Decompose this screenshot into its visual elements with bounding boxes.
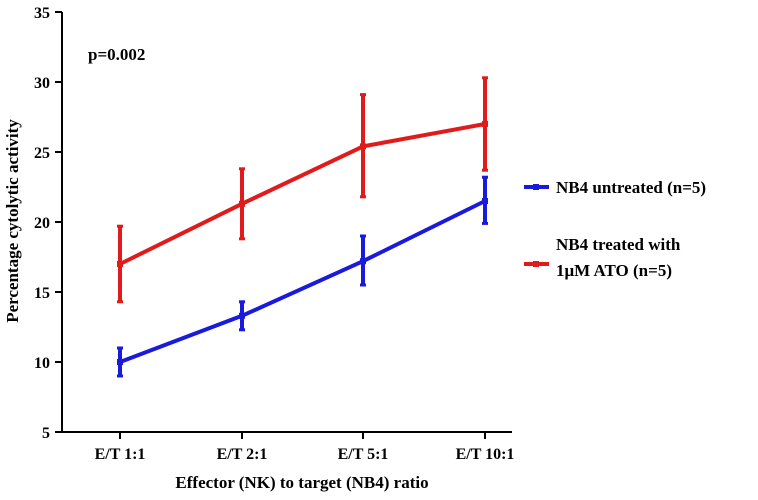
y-tick-label: 30 <box>34 75 50 92</box>
x-tick-label: E/T 1:1 <box>95 446 146 463</box>
y-tick-label: 25 <box>34 145 50 162</box>
y-ticks: 5 10 15 20 25 30 35 <box>34 5 62 442</box>
legend: NB4 untreated (n=5) NB4 treated with 1μM A… <box>524 178 706 280</box>
y-tick-label: 20 <box>34 215 50 232</box>
legend-label: NB4 untreated (n=5) <box>556 178 706 197</box>
legend-item-2: NB4 treated with 1μM ATO (n=5) <box>524 235 681 280</box>
data-point <box>360 258 366 265</box>
data-point <box>482 198 488 204</box>
legend-marker <box>533 261 539 267</box>
legend-item-1: NB4 untreated (n=5) <box>524 178 706 197</box>
data-point <box>239 200 245 207</box>
data-point <box>117 359 123 365</box>
x-ticks: E/T 1:1 E/T 2:1 E/T 5:1 E/T 10:1 <box>95 432 515 463</box>
data-point <box>482 121 488 127</box>
series <box>117 76 488 378</box>
legend-marker <box>533 184 539 190</box>
data-point <box>239 312 245 319</box>
x-axis-title: Effector (NK) to target (NB4) ratio <box>175 473 428 492</box>
y-tick-label: 5 <box>42 425 50 442</box>
data-point <box>360 143 366 150</box>
x-tick-label: E/T 2:1 <box>217 446 268 463</box>
series-1 <box>117 175 488 378</box>
data-point <box>117 261 123 267</box>
legend-label: 1μM ATO (n=5) <box>556 261 672 280</box>
y-axis-title: Percentage cytolytic activity <box>3 119 22 323</box>
legend-label: NB4 treated with <box>556 235 681 254</box>
x-tick-label: E/T 10:1 <box>456 446 515 463</box>
p-value-annotation: p=0.002 <box>88 45 145 64</box>
x-tick-label: E/T 5:1 <box>338 446 389 463</box>
series-line <box>119 199 486 364</box>
series-2 <box>117 76 488 304</box>
y-tick-label: 10 <box>34 355 50 372</box>
series-line <box>119 122 486 266</box>
y-tick-label: 15 <box>34 285 50 302</box>
y-tick-label: 35 <box>34 5 50 22</box>
